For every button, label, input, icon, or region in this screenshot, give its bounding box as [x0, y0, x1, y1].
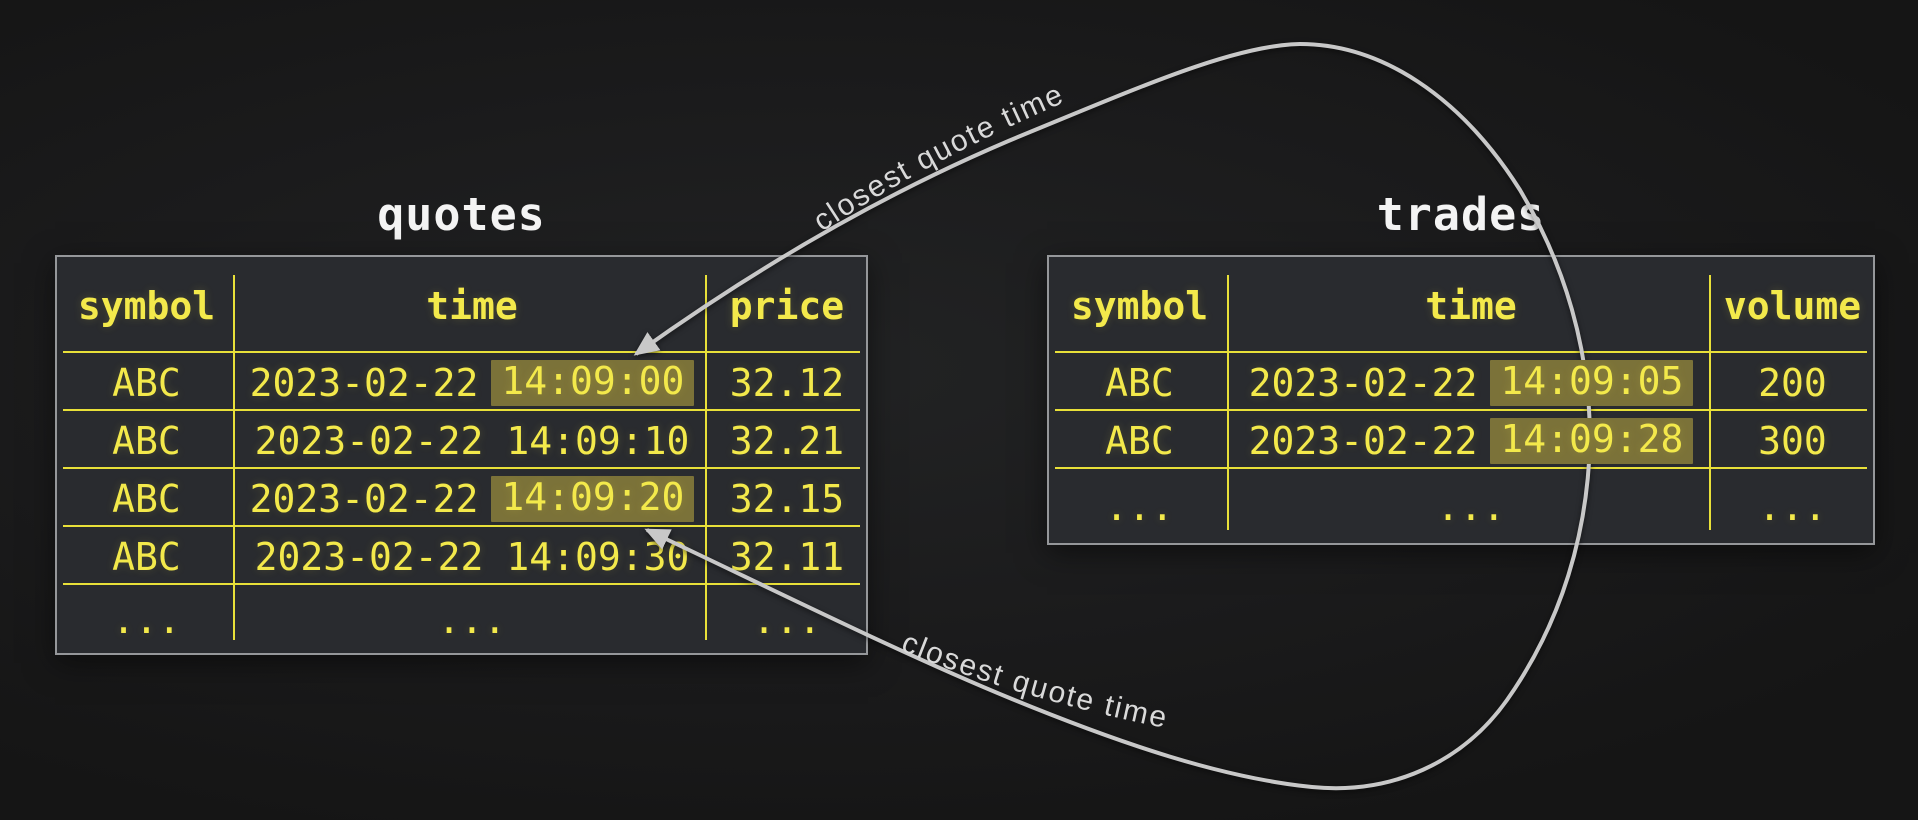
- trades-ellipsis-volume: ...: [1758, 484, 1827, 529]
- quotes-cell-symbol: ABC: [112, 419, 181, 463]
- trades-header-volume: volume: [1723, 283, 1862, 328]
- trades-ellipsis-symbol: ...: [1105, 484, 1174, 529]
- highlighted-trade-time: 14:09:05: [1490, 359, 1694, 407]
- quotes-ellipsis-time: ...: [437, 597, 507, 642]
- quotes-table-title: quotes: [377, 188, 546, 241]
- highlighted-trade-time: 14:09:28: [1490, 417, 1694, 465]
- trades-cell-time: 2023-02-22 14:09:05: [1230, 354, 1712, 412]
- quotes-cell-symbol: ABC: [112, 361, 181, 405]
- quotes-table: symbol time price ABC 2023-02-22 14:09:0…: [55, 255, 868, 655]
- trades-table-title: trades: [1376, 188, 1546, 241]
- quotes-cell-price: 32.21: [729, 419, 845, 463]
- quotes-header-price: price: [729, 283, 845, 328]
- trades-cell-symbol: ABC: [1105, 361, 1174, 405]
- trades-table: symbol time volume ABC 2023-02-22 14:09:…: [1047, 255, 1875, 545]
- quotes-cell-symbol: ABC: [112, 535, 181, 579]
- date-text: 2023-02-22: [249, 477, 479, 521]
- trades-cell-volume: 200: [1758, 361, 1827, 405]
- trades-ellipsis-time: ...: [1436, 484, 1506, 529]
- trades-header-symbol: symbol: [1070, 283, 1209, 328]
- quotes-header-time: time: [426, 283, 518, 328]
- date-text: 2023-02-22: [1248, 419, 1478, 463]
- date-text: 2023-02-22: [1248, 361, 1478, 405]
- quotes-cell-price: 32.11: [729, 535, 845, 579]
- trades-header-time: time: [1425, 283, 1517, 328]
- quotes-cell-time: 2023-02-22 14:09:30: [236, 528, 708, 586]
- quotes-cell-time: 2023-02-22 14:09:10: [236, 412, 708, 470]
- highlighted-quote-time: 14:09:20: [491, 475, 695, 523]
- quotes-cell-time: 2023-02-22 14:09:20: [236, 470, 708, 528]
- quotes-ellipsis-price: ...: [752, 597, 822, 642]
- quotes-ellipsis-symbol: ...: [112, 597, 181, 642]
- quotes-cell-price: 32.15: [729, 477, 845, 521]
- quotes-cell-symbol: ABC: [112, 477, 181, 521]
- quotes-cell-price: 32.12: [729, 361, 845, 405]
- time-text: 14:09:30: [506, 535, 690, 579]
- time-text: 14:09:10: [506, 419, 690, 463]
- trades-cell-time: 2023-02-22 14:09:28: [1230, 412, 1712, 470]
- date-text: 2023-02-22: [254, 535, 484, 579]
- date-text: 2023-02-22: [249, 361, 479, 405]
- arrow-label-bottom: closest quote time: [897, 626, 1171, 735]
- highlighted-quote-time: 14:09:00: [491, 359, 695, 407]
- trades-cell-volume: 300: [1758, 419, 1827, 463]
- quotes-cell-time: 2023-02-22 14:09:00: [236, 354, 708, 412]
- trades-cell-symbol: ABC: [1105, 419, 1174, 463]
- date-text: 2023-02-22: [254, 419, 484, 463]
- quotes-header-symbol: symbol: [77, 283, 216, 328]
